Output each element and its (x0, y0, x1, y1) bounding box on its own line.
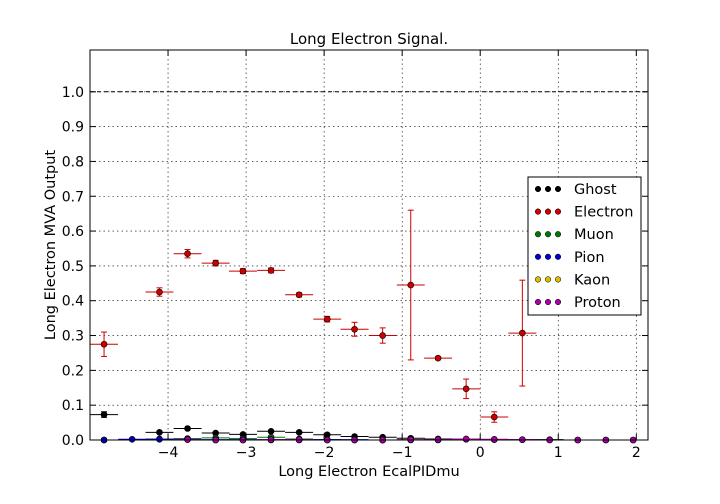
data-point-electron (239, 267, 247, 275)
series-electron (90, 209, 537, 423)
data-point-electron (379, 332, 386, 339)
legend-label-kaon: Kaon (574, 272, 610, 288)
data-point-electron (212, 259, 219, 267)
data-point-electron (295, 291, 303, 299)
legend-marker-electron (534, 208, 542, 215)
data-point-ghost (267, 427, 275, 435)
y-tick-label: 0.0 (62, 433, 84, 449)
data-point-ghost (156, 429, 163, 436)
y-tick-label: 0.1 (62, 398, 84, 414)
y-tick-label: 0.6 (62, 224, 84, 240)
legend-label-muon: Muon (574, 227, 614, 243)
legend-marker-kaon (554, 276, 562, 283)
legend-marker-muon (554, 231, 562, 238)
data-point-electron (184, 250, 191, 258)
data-point-electron (407, 281, 415, 289)
data-point-ghost (295, 429, 303, 436)
data-point-electron (100, 340, 108, 348)
legend-marker-muon (544, 231, 552, 238)
legend-marker-ghost (534, 185, 542, 193)
legend-marker-electron (544, 208, 552, 215)
y-tick-label: 0.4 (62, 294, 84, 310)
x-tick-label: −2 (314, 445, 335, 461)
x-tick-label: −4 (158, 445, 179, 461)
axis-tick-labels: −4 −3 −2 −1 0 1 2 0.0 0.1 0.2 0.3 0.4 0.5 0.6 0.7 0.8 0.… (62, 85, 641, 461)
y-tick-label: 0.3 (62, 329, 84, 345)
x-tick-label: −1 (392, 445, 413, 461)
data-point-pion (156, 436, 163, 443)
data-point-electron (323, 315, 331, 323)
legend-label-pion: Pion (574, 250, 605, 266)
x-tick-label: 0 (476, 445, 485, 461)
data-point-electron (490, 413, 498, 421)
legend-marker-proton (534, 298, 542, 306)
data-point-electron (267, 267, 275, 274)
y-tick-label: 0.8 (62, 154, 84, 170)
y-tick-label: 0.5 (62, 259, 84, 275)
legend-marker-pion (554, 253, 562, 260)
x-tick-label: −3 (236, 445, 257, 461)
data-point-ghost (100, 411, 108, 418)
legend-marker-kaon (534, 276, 542, 283)
legend-marker-ghost (554, 185, 562, 193)
legend: Ghost Electron Muon Pion Kaon Proton (527, 176, 642, 316)
data-point-electron (462, 385, 470, 393)
y-tick-label: 0.7 (62, 189, 84, 205)
data-point-electron (351, 325, 358, 333)
x-tick-label: 2 (632, 445, 641, 461)
legend-marker-ghost (544, 185, 552, 193)
legend-label-proton: Proton (574, 295, 621, 311)
data-point-proton (462, 435, 470, 443)
legend-marker-proton (544, 298, 552, 306)
x-tick-label: 1 (554, 445, 563, 461)
x-axis-label: Long Electron EcalPIDmu (278, 464, 459, 480)
data-point-electron (434, 354, 442, 362)
chart-title: Long Electron Signal. (290, 30, 448, 48)
legend-marker-electron (554, 208, 562, 215)
y-tick-label: 1.0 (62, 85, 84, 101)
legend-marker-muon (534, 231, 542, 238)
data-point-electron (156, 288, 163, 296)
data-point-proton (490, 436, 498, 443)
y-axis-label: Long Electron MVA Output (43, 150, 59, 340)
legend-label-ghost: Ghost (574, 182, 617, 198)
plot-area-frame (89, 49, 649, 441)
y-tick-label: 0.2 (62, 363, 84, 379)
legend-marker-kaon (544, 276, 552, 283)
legend-box (527, 176, 642, 316)
y-tick-label: 0.9 (62, 120, 84, 136)
legend-marker-pion (534, 253, 542, 260)
data-point-electron (519, 329, 526, 337)
axis-ticks (90, 50, 648, 441)
legend-marker-pion (544, 253, 552, 260)
legend-marker-proton (554, 298, 562, 306)
data-point-ghost (184, 425, 191, 432)
legend-label-electron: Electron (574, 205, 633, 221)
data-point-pion (128, 436, 136, 443)
